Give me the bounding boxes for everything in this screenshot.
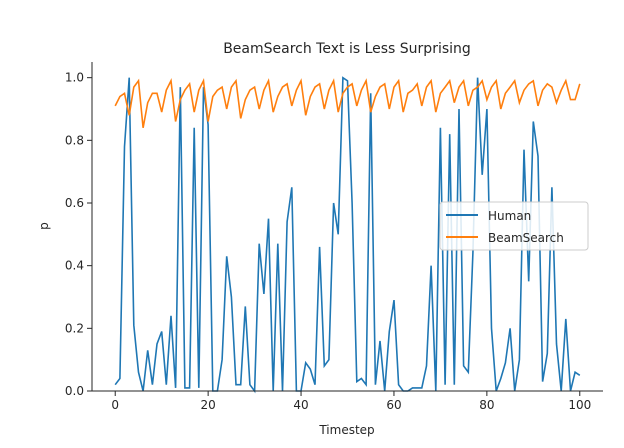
- y-tick-label: 0.6: [65, 196, 84, 210]
- legend: Human BeamSearch: [439, 201, 589, 251]
- y-tick-label: 0.4: [65, 259, 84, 273]
- x-ticks: 0 20 40 60 80 100: [111, 391, 591, 412]
- y-tick-label: 0.8: [65, 133, 84, 147]
- x-tick-label: 100: [568, 398, 591, 412]
- x-tick-label: 0: [111, 398, 119, 412]
- chart-title: BeamSearch Text is Less Surprising: [223, 41, 471, 57]
- x-tick-label: 60: [386, 398, 401, 412]
- x-tick-label: 20: [200, 398, 215, 412]
- legend-label-beamsearch: BeamSearch: [488, 231, 564, 245]
- y-axis-label: p: [37, 222, 51, 230]
- y-tick-label: 0.0: [65, 384, 84, 398]
- x-tick-label: 80: [479, 398, 494, 412]
- plot-area: [114, 76, 581, 394]
- x-tick-label: 40: [293, 398, 308, 412]
- y-tick-label: 1.0: [65, 71, 84, 85]
- series-line-human: [114, 76, 581, 394]
- y-tick-label: 0.2: [65, 321, 84, 335]
- legend-label-human: Human: [488, 209, 531, 223]
- y-ticks: 0.0 0.2 0.4 0.6 0.8 1.0: [65, 71, 92, 398]
- x-axis-label: Timestep: [318, 423, 374, 437]
- series-line-beamsearch: [114, 78, 581, 128]
